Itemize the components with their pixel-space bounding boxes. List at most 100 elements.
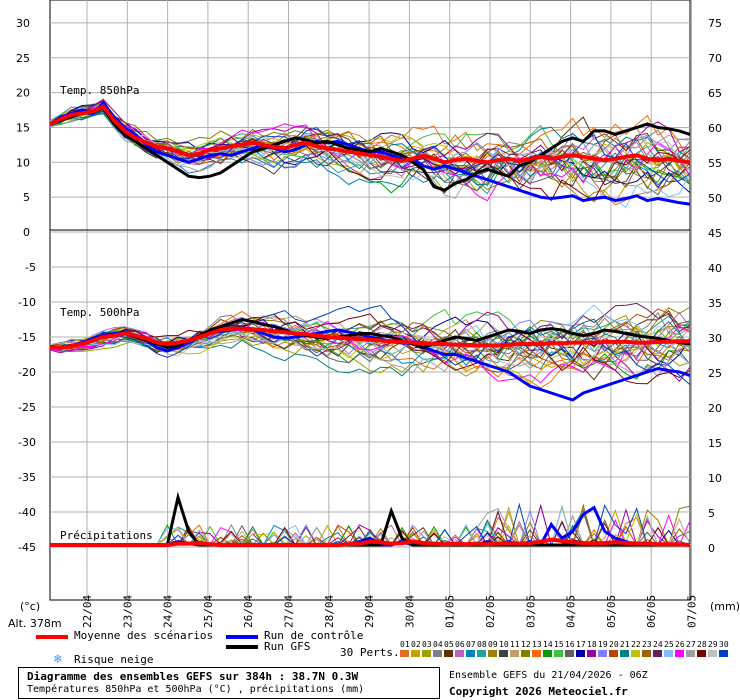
pert-number: 04 bbox=[433, 640, 443, 649]
pert-number: 26 bbox=[675, 640, 685, 649]
date-label: 22/04 bbox=[81, 595, 94, 628]
date-label: 26/04 bbox=[242, 595, 255, 628]
pert-number: 20 bbox=[609, 640, 619, 649]
legend-control: Run de contrôle bbox=[264, 629, 364, 642]
right-tick: 35 bbox=[708, 297, 722, 310]
pert-number: 14 bbox=[543, 640, 553, 649]
pert-color-box bbox=[422, 650, 431, 657]
series-line-temp500-control bbox=[50, 327, 691, 402]
right-tick: 65 bbox=[708, 87, 722, 100]
gfs-swatch bbox=[226, 645, 258, 649]
right-tick: 10 bbox=[708, 472, 722, 485]
run-info: Ensemble GEFS du 21/04/2026 - 06Z bbox=[449, 670, 648, 681]
date-label: 02/05 bbox=[484, 595, 497, 628]
pert-color-box bbox=[587, 650, 596, 657]
pert-color-box bbox=[631, 650, 640, 657]
control-swatch bbox=[226, 635, 258, 639]
altitude-label: Alt. 378m bbox=[8, 617, 62, 630]
left-tick: 30 bbox=[16, 17, 30, 30]
left-tick: 10 bbox=[16, 156, 30, 169]
axes: 22/04 23/04 24/04 25/04 26/04 27/04 28/04 29/04… bbox=[16, 17, 722, 628]
date-label: 05/05 bbox=[605, 595, 618, 628]
main-series-lines bbox=[49, 100, 691, 547]
legend: Moyenne des scénarios Run de contrôle Ru… bbox=[0, 628, 740, 700]
pert-color-box bbox=[565, 650, 574, 657]
pert-number: 19 bbox=[598, 640, 608, 649]
left-tick: 25 bbox=[16, 52, 30, 65]
chart-title: Diagramme des ensembles GEFS sur 384h : … bbox=[27, 670, 359, 683]
pert-color-box bbox=[708, 650, 717, 657]
pert-number: 25 bbox=[664, 640, 674, 649]
pert-color-box bbox=[620, 650, 629, 657]
date-label: 01/05 bbox=[444, 595, 457, 628]
left-tick: 20 bbox=[16, 87, 30, 100]
date-label: 03/05 bbox=[524, 595, 537, 628]
pert-number: 06 bbox=[455, 640, 465, 649]
pert-color-box bbox=[719, 650, 728, 657]
pert-line-850 bbox=[49, 112, 691, 188]
pert-number: 21 bbox=[620, 640, 630, 649]
right-tick: 60 bbox=[708, 122, 722, 135]
chart-subtitle: Températures 850hPa et 500hPa (°C) , pré… bbox=[27, 684, 365, 695]
pert-line-500 bbox=[49, 317, 691, 358]
right-tick: 75 bbox=[708, 17, 722, 30]
copyright: Copyright 2026 Meteociel.fr bbox=[449, 685, 628, 698]
pert-number: 08 bbox=[477, 640, 487, 649]
left-tick: -45 bbox=[18, 541, 36, 554]
left-tick: 0 bbox=[23, 226, 30, 239]
pert-color-box bbox=[576, 650, 585, 657]
date-label: 25/04 bbox=[202, 595, 215, 628]
pert-number: 27 bbox=[686, 640, 696, 649]
pert-color-box bbox=[543, 650, 552, 657]
pert-color-box bbox=[466, 650, 475, 657]
ensemble-chart: 22/04 23/04 24/04 25/04 26/04 27/04 28/04 29/04… bbox=[8, 0, 740, 630]
legend-mean: Moyenne des scénarios bbox=[74, 629, 214, 642]
right-tick: 20 bbox=[708, 402, 722, 415]
pert-color-box bbox=[686, 650, 695, 657]
title-850: Temp. 850hPa bbox=[60, 84, 139, 97]
date-label: 23/04 bbox=[121, 595, 134, 628]
pert-line-850 bbox=[49, 101, 691, 194]
pert-number: 16 bbox=[565, 640, 575, 649]
pert-line-500 bbox=[49, 323, 691, 380]
date-label: 04/05 bbox=[565, 595, 578, 628]
title-precip: Précipitations bbox=[60, 529, 153, 542]
date-label: 28/04 bbox=[323, 595, 336, 628]
pert-color-box bbox=[609, 650, 618, 657]
pert-color-box bbox=[697, 650, 706, 657]
title-box: Diagramme des ensembles GEFS sur 384h : … bbox=[18, 667, 440, 699]
pert-color-box bbox=[433, 650, 442, 657]
date-label: 07/05 bbox=[686, 595, 699, 628]
right-unit: (mm) bbox=[710, 600, 740, 613]
pert-number: 24 bbox=[653, 640, 663, 649]
pert-line-500 bbox=[49, 318, 691, 373]
left-tick: -15 bbox=[18, 331, 36, 344]
right-tick: 25 bbox=[708, 367, 722, 380]
pert-color-box bbox=[510, 650, 519, 657]
pert-color-box bbox=[653, 650, 662, 657]
plot-frame bbox=[49, 0, 691, 601]
right-tick: 30 bbox=[708, 332, 722, 345]
left-unit: (°c) bbox=[20, 600, 40, 613]
pert-color-box bbox=[642, 650, 651, 657]
pert-number: 15 bbox=[554, 640, 564, 649]
left-tick: 5 bbox=[23, 191, 30, 204]
mean-swatch bbox=[36, 635, 68, 639]
pert-color-box bbox=[455, 650, 464, 657]
pert-line-500 bbox=[49, 302, 691, 365]
pert-number: 23 bbox=[642, 640, 652, 649]
pert-color-box bbox=[532, 650, 541, 657]
left-tick: -20 bbox=[18, 366, 36, 379]
pert-color-box bbox=[477, 650, 486, 657]
pert-color-box bbox=[444, 650, 453, 657]
pert-color-box bbox=[598, 650, 607, 657]
legend-gfs: Run GFS bbox=[264, 640, 311, 653]
pert-line-850 bbox=[49, 108, 691, 202]
pert-line-500 bbox=[49, 304, 691, 386]
pert-color-box bbox=[675, 650, 684, 657]
pert-number: 10 bbox=[499, 640, 509, 649]
series-line-temp850-gfs bbox=[49, 106, 691, 192]
pert-color-box bbox=[664, 650, 673, 657]
series-line-temp500-mean bbox=[50, 326, 690, 350]
legend-perts: 30 Perts. bbox=[340, 646, 400, 659]
